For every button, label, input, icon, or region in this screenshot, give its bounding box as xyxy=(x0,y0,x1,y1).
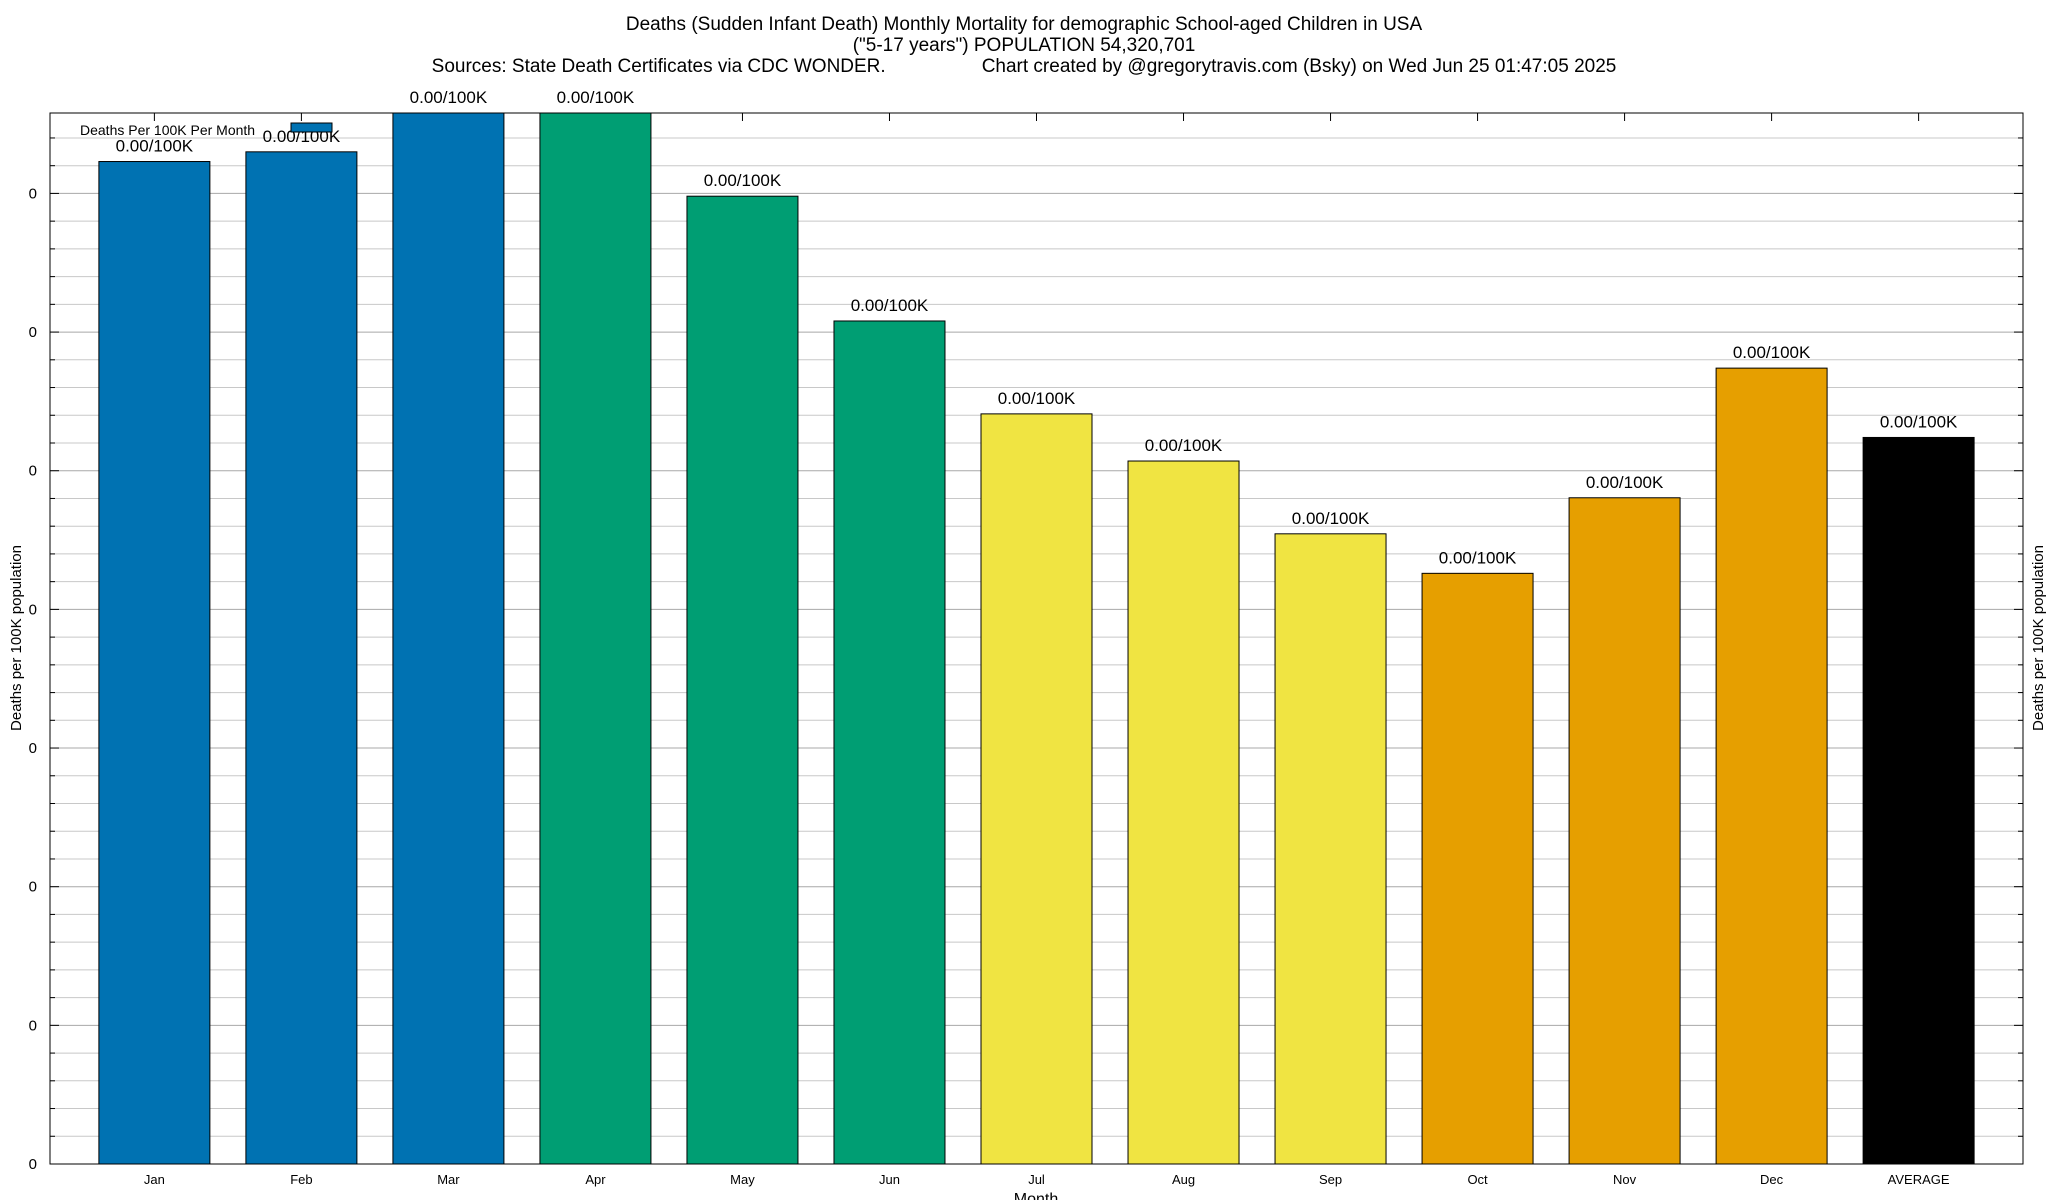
x-tick-label-feb: Feb xyxy=(290,1172,312,1187)
bar-nov xyxy=(1568,497,1681,1165)
data-label-apr: 0.00/100K xyxy=(557,88,635,107)
y-tick-label: 0 xyxy=(29,324,37,341)
bar-feb xyxy=(245,151,358,1165)
chart-title: Deaths (Sudden Infant Death) Monthly Mor… xyxy=(625,14,1423,35)
data-label-jan: 0.00/100K xyxy=(116,137,194,156)
legend-swatch xyxy=(290,122,333,133)
data-label-jul: 0.00/100K xyxy=(998,389,1076,408)
data-label-nov: 0.00/100K xyxy=(1586,473,1664,492)
sources-text: Sources: State Death Certificates via CD… xyxy=(431,56,886,77)
x-tick-label-jun: Jun xyxy=(879,1172,900,1187)
chart-subtitle: ("5-17 years") POPULATION 54,320,701 xyxy=(852,35,1196,56)
x-tick-label-jul: Jul xyxy=(1028,1172,1045,1187)
x-tick-label-aug: Aug xyxy=(1172,1172,1195,1187)
x-axis-label: Month xyxy=(1014,1191,1058,1200)
data-label-dec: 0.00/100K xyxy=(1733,343,1811,362)
bars xyxy=(98,112,1975,1165)
bar-jul xyxy=(980,413,1093,1165)
data-label-sep: 0.00/100K xyxy=(1292,509,1370,528)
y-tick-label: 0 xyxy=(29,1156,37,1173)
bar-average xyxy=(1862,436,1975,1165)
x-tick-label-dec: Dec xyxy=(1760,1172,1784,1187)
legend-label: Deaths Per 100K Per Month xyxy=(80,122,255,138)
y-axis-label: Deaths per 100K population xyxy=(8,545,25,731)
x-tick-label-jan: Jan xyxy=(144,1172,165,1187)
bar-jan xyxy=(98,161,211,1165)
data-label-aug: 0.00/100K xyxy=(1145,436,1223,455)
bar-apr xyxy=(539,112,652,1165)
x-tick-label-may: May xyxy=(730,1172,755,1187)
y-tick-label: 0 xyxy=(29,1017,37,1034)
y-tick-label: 0 xyxy=(29,185,37,202)
y-tick-label: 0 xyxy=(29,601,37,618)
data-label-average: 0.00/100K xyxy=(1880,412,1958,431)
data-label-may: 0.00/100K xyxy=(704,171,782,190)
x-tick-labels: Jan Feb Mar Apr May Jun Jul Aug Sep Oct Nov Dec AVER… xyxy=(144,1172,1950,1187)
plot-frame xyxy=(49,112,2024,1165)
y-tick-label: 0 xyxy=(29,879,37,896)
bar-mar xyxy=(392,112,505,1165)
credit-text: Chart created by @gregorytravis.com (Bsk… xyxy=(981,56,1617,77)
x-tick-label-nov: Nov xyxy=(1613,1172,1637,1187)
bar-aug xyxy=(1127,460,1240,1165)
data-label-oct: 0.00/100K xyxy=(1439,548,1517,567)
bar-sep xyxy=(1274,533,1387,1165)
bar-oct xyxy=(1421,572,1534,1165)
data-label-jun: 0.00/100K xyxy=(851,296,929,315)
y-tick-label: 0 xyxy=(29,740,37,757)
bar-jun xyxy=(833,320,946,1165)
x-tick-label-apr: Apr xyxy=(585,1172,606,1187)
data-labels: 0.00/100K 0.00/100K 0.00/100K 0.00/100K 0.00… xyxy=(116,88,1958,567)
x-tick-label-mar: Mar xyxy=(437,1172,460,1187)
y-axis-label-right: Deaths per 100K population xyxy=(2030,545,2047,731)
data-label-mar: 0.00/100K xyxy=(410,88,488,107)
x-tick-label-sep: Sep xyxy=(1319,1172,1342,1187)
x-tick-label-average: AVERAGE xyxy=(1888,1172,1950,1187)
chart-source-line: Sources: State Death Certificates via CD… xyxy=(0,56,2048,77)
y-tick-labels: 0 0 0 0 0 0 0 0 xyxy=(29,185,37,1173)
bar-may xyxy=(686,195,799,1165)
legend: Deaths Per 100K Per Month xyxy=(80,122,333,138)
x-tick-label-oct: Oct xyxy=(1467,1172,1488,1187)
chart-title-block: Deaths (Sudden Infant Death) Monthly Mor… xyxy=(0,14,2048,77)
bar-dec xyxy=(1715,367,1828,1165)
y-tick-label: 0 xyxy=(29,463,37,480)
